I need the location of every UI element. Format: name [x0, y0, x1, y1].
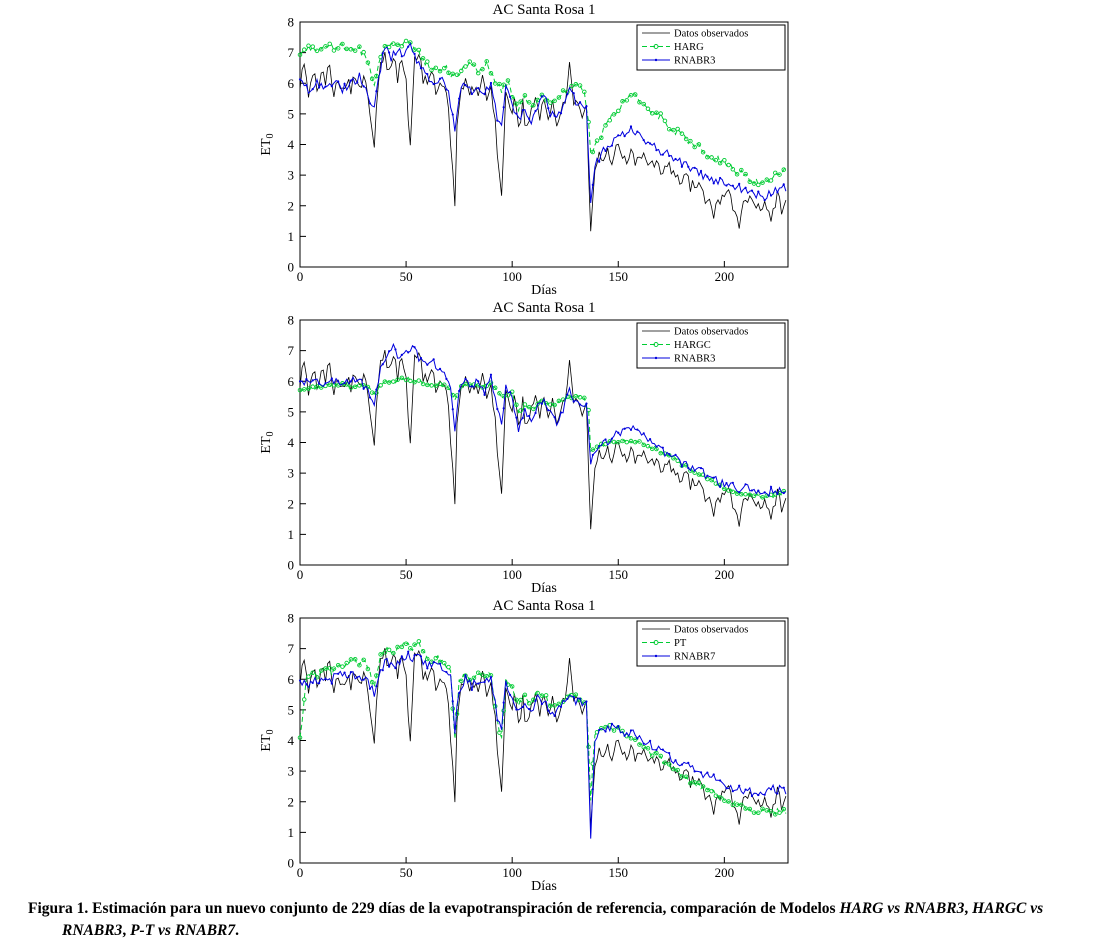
series-markers-pt [297, 639, 787, 817]
chart-pt-vs-rnabr7: AC Santa Rosa 1 0 1 2 3 4 5 6 7 8 0 50 100 150 200 Días… [0, 596, 1096, 894]
y-tick-label: 6 [288, 672, 295, 687]
y-tick-label: 7 [288, 641, 295, 656]
y-tick-label: 1 [288, 527, 295, 542]
legend-label: RNABR3 [674, 354, 715, 365]
legend-label: Datos observados [674, 29, 748, 40]
y-tick-label: 5 [288, 404, 295, 419]
y-tick-label: 8 [288, 15, 295, 30]
y-tick-label: 5 [288, 702, 295, 717]
caption-segment: P-T vs RNABR7 [130, 921, 236, 939]
series-line-rnabr3 [299, 342, 787, 498]
series-line-datos-observados [299, 350, 787, 530]
x-tick-label: 200 [715, 269, 735, 284]
y-tick-label: 0 [288, 260, 295, 275]
figure-caption: Figura 1. Estimación para un nuevo conju… [0, 894, 1096, 941]
y-axis-label: ET0 [259, 431, 276, 453]
series-markers-rnabr3 [298, 45, 785, 202]
y-tick-label: 7 [288, 45, 295, 60]
y-tick-label: 3 [288, 466, 295, 481]
x-tick-label: 50 [400, 269, 413, 284]
y-tick-label: 2 [288, 198, 295, 213]
legend-label: HARG [674, 42, 704, 53]
caption-segment: HARG vs RNABR3 [839, 900, 965, 917]
chart-title: AC Santa Rosa 1 [493, 598, 596, 614]
caption-segment: HARGC vs RNABR3 [62, 900, 1044, 939]
chart-title: AC Santa Rosa 1 [493, 2, 596, 18]
y-tick-label: 1 [288, 229, 295, 244]
chart-harg-vs-rnabr3: AC Santa Rosa 1 0 1 2 3 4 5 6 7 8 0 50 100 150 200 Días… [0, 0, 1096, 298]
legend: Datos observados HARG RNABR3 [636, 24, 786, 71]
caption-segment: , [122, 921, 131, 939]
chart-hargc-vs-rnabr3: AC Santa Rosa 1 0 1 2 3 4 5 6 7 8 0 50 100 150 200 Días… [0, 298, 1096, 596]
x-tick-label: 50 [400, 865, 413, 880]
x-tick-label: 150 [609, 269, 629, 284]
legend-label: Datos observados [674, 625, 748, 636]
y-tick-label: 6 [288, 76, 295, 91]
x-tick-label: 0 [297, 567, 304, 582]
series-line-datos-observados [299, 648, 787, 828]
y-tick-label: 7 [288, 343, 295, 358]
series-line-rnabr7 [299, 649, 787, 839]
y-tick-label: 4 [288, 435, 295, 450]
caption-segment: , [964, 900, 973, 917]
series-markers-rnabr3 [298, 346, 785, 495]
x-tick-label: 0 [297, 269, 304, 284]
legend-label: PT [674, 638, 687, 649]
x-tick-label: 200 [715, 865, 735, 880]
x-tick-label: 100 [502, 269, 522, 284]
chart-canvas: AC Santa Rosa 1 0 1 2 3 4 5 6 7 8 0 50 100 150 200 Días… [259, 2, 789, 298]
y-axis-label: ET0 [259, 729, 276, 751]
caption-segment: . [235, 921, 239, 939]
y-tick-label: 0 [288, 856, 295, 871]
x-tick-label: 50 [400, 567, 413, 582]
x-axis-label: Días [531, 283, 557, 298]
y-tick-label: 4 [288, 137, 295, 152]
legend-label: RNABR3 [674, 56, 715, 67]
series-markers-rnabr7 [298, 650, 785, 798]
x-axis-label: Días [531, 879, 557, 894]
y-tick-label: 8 [288, 611, 295, 626]
chart-canvas: AC Santa Rosa 1 0 1 2 3 4 5 6 7 8 0 50 100 150 200 Días… [259, 598, 789, 894]
legend-label: Datos observados [674, 327, 748, 338]
y-axis-label: ET0 [259, 133, 276, 155]
charts-stack: AC Santa Rosa 1 0 1 2 3 4 5 6 7 8 0 50 100 150 200 Días… [0, 0, 1096, 894]
series-line-rnabr3 [299, 42, 787, 204]
y-tick-label: 5 [288, 106, 295, 121]
x-axis-label: Días [531, 581, 557, 596]
y-tick-label: 1 [288, 825, 295, 840]
y-tick-label: 8 [288, 313, 295, 328]
x-tick-label: 100 [502, 567, 522, 582]
series-line-harg [299, 40, 787, 186]
legend: Datos observados PT RNABR7 [636, 620, 786, 667]
y-tick-label: 6 [288, 374, 295, 389]
series-line-pt [299, 640, 787, 816]
x-tick-label: 150 [609, 567, 629, 582]
x-tick-label: 0 [297, 865, 304, 880]
x-tick-label: 200 [715, 567, 735, 582]
y-tick-label: 2 [288, 496, 295, 511]
series-markers-harg [297, 38, 787, 188]
series-line-datos-observados [299, 52, 787, 232]
legend: Datos observados HARGC RNABR3 [636, 322, 786, 369]
legend-label: RNABR7 [674, 652, 715, 663]
y-tick-label: 2 [288, 794, 295, 809]
y-tick-label: 0 [288, 558, 295, 573]
x-tick-label: 150 [609, 865, 629, 880]
chart-canvas: AC Santa Rosa 1 0 1 2 3 4 5 6 7 8 0 50 100 150 200 Días… [259, 300, 789, 596]
y-tick-label: 3 [288, 764, 295, 779]
chart-title: AC Santa Rosa 1 [493, 300, 596, 316]
legend-label: HARGC [674, 340, 711, 351]
caption-segment: Figura 1. Estimación para un nuevo conju… [28, 900, 840, 917]
x-tick-label: 100 [502, 865, 522, 880]
y-tick-label: 4 [288, 733, 295, 748]
y-tick-label: 3 [288, 168, 295, 183]
